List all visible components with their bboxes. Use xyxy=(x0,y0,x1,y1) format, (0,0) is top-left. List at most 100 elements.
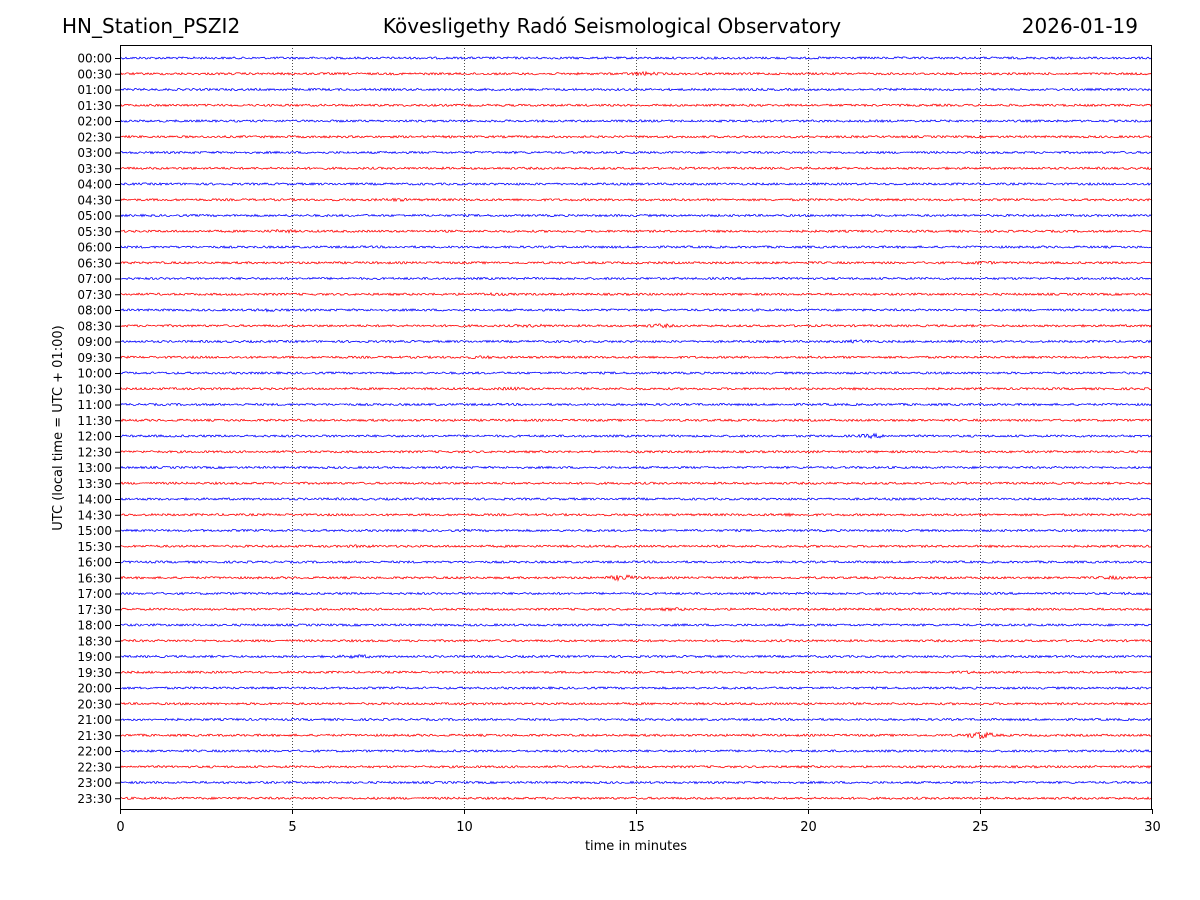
y-tick-label: 00:30 xyxy=(77,67,112,81)
y-tick-label: 11:30 xyxy=(77,414,112,428)
trace-1800 xyxy=(119,623,1153,627)
trace-0600 xyxy=(119,245,1153,250)
trace-0430 xyxy=(119,197,1153,203)
trace-0730 xyxy=(119,291,1153,297)
trace-1100 xyxy=(119,402,1153,407)
y-tick-label: 09:30 xyxy=(77,351,112,365)
trace-1430 xyxy=(119,512,1153,518)
y-tick-label: 15:00 xyxy=(77,524,112,538)
y-tick-label: 17:30 xyxy=(77,603,112,617)
trace-1500 xyxy=(119,528,1153,533)
trace-0900 xyxy=(119,339,1153,344)
y-tick-label: 14:00 xyxy=(77,493,112,507)
y-tick-label: 02:30 xyxy=(77,130,112,144)
y-tick-label: 21:00 xyxy=(77,713,112,727)
trace-2330 xyxy=(119,796,1153,801)
trace-1300 xyxy=(119,465,1153,470)
y-tick-label: 05:00 xyxy=(77,209,112,223)
trace-0100 xyxy=(119,87,1153,92)
trace-2000 xyxy=(119,686,1153,691)
y-tick-label: 13:30 xyxy=(77,477,112,491)
y-tick-label: 00:00 xyxy=(77,52,112,66)
x-tick-label: 5 xyxy=(288,820,296,835)
y-tick-label: 12:00 xyxy=(77,430,112,444)
y-tick-label: 19:00 xyxy=(77,650,112,664)
y-tick-label: 20:00 xyxy=(77,682,112,696)
y-tick-label: 08:30 xyxy=(77,319,112,333)
y-tick-label: 04:30 xyxy=(77,193,112,207)
trace-0700 xyxy=(119,276,1153,281)
trace-2030 xyxy=(119,701,1153,706)
x-tick-label: 30 xyxy=(1144,820,1161,835)
trace-1530 xyxy=(119,544,1153,549)
y-tick-label: 22:00 xyxy=(77,745,112,759)
trace-1200 xyxy=(119,432,1153,440)
trace-0300 xyxy=(119,150,1153,155)
y-tick-label: 12:30 xyxy=(77,445,112,459)
trace-0200 xyxy=(119,119,1153,123)
station-name: HN_Station_PSZI2 xyxy=(62,14,241,38)
plot-frame xyxy=(120,45,1152,810)
y-tick-label: 16:00 xyxy=(77,556,112,570)
date-label: 2026-01-19 xyxy=(1021,14,1138,38)
y-axis-label: UTC (local time = UTC + 01:00) xyxy=(51,325,66,530)
trace-0630 xyxy=(119,260,1153,266)
y-tick-label: 16:30 xyxy=(77,571,112,585)
trace-0130 xyxy=(119,103,1153,108)
trace-2300 xyxy=(119,780,1153,785)
y-tick-label: 01:30 xyxy=(77,99,112,113)
x-tick-label: 25 xyxy=(972,820,989,835)
trace-1600 xyxy=(119,560,1153,564)
x-tick-label: 10 xyxy=(456,820,473,835)
trace-1400 xyxy=(119,497,1153,501)
trace-0400 xyxy=(119,182,1153,186)
trace-0530 xyxy=(119,229,1153,234)
trace-0000 xyxy=(119,56,1153,60)
trace-1830 xyxy=(119,638,1153,643)
x-axis: 0 5 10 15 20 25 30 xyxy=(116,809,1161,835)
y-tick-label: 07:00 xyxy=(77,272,112,286)
trace-1230 xyxy=(119,449,1153,454)
seismogram-traces xyxy=(119,56,1153,801)
trace-1000 xyxy=(119,371,1153,376)
y-tick-label: 06:00 xyxy=(77,241,112,255)
x-axis-label: time in minutes xyxy=(585,839,687,854)
y-tick-label: 03:30 xyxy=(77,162,112,176)
trace-2230 xyxy=(119,764,1153,769)
trace-1900 xyxy=(119,654,1153,659)
trace-0230 xyxy=(119,134,1153,139)
y-tick-label: 11:00 xyxy=(77,398,112,412)
trace-0830 xyxy=(119,323,1153,329)
y-tick-label: 20:30 xyxy=(77,697,112,711)
y-tick-label: 08:00 xyxy=(77,304,112,318)
y-tick-label: 21:30 xyxy=(77,729,112,743)
y-tick-label: 19:30 xyxy=(77,666,112,680)
y-tick-label: 02:00 xyxy=(77,115,112,129)
x-tick-label: 20 xyxy=(800,820,817,835)
y-tick-label: 10:00 xyxy=(77,367,112,381)
y-tick-label: 06:30 xyxy=(77,256,112,270)
y-tick-label: 05:30 xyxy=(77,225,112,239)
y-tick-label: 18:30 xyxy=(77,634,112,648)
y-tick-label: 13:00 xyxy=(77,461,112,475)
trace-1330 xyxy=(119,481,1153,486)
trace-1930 xyxy=(119,670,1153,675)
y-tick-label: 17:00 xyxy=(77,587,112,601)
grid-lines xyxy=(292,45,981,809)
trace-2100 xyxy=(119,717,1153,722)
observatory-title: Kövesligethy Radó Seismological Observat… xyxy=(382,14,842,38)
trace-0500 xyxy=(119,213,1153,218)
y-tick-label: 15:30 xyxy=(77,540,112,554)
trace-0330 xyxy=(119,166,1153,171)
trace-1730 xyxy=(119,607,1153,612)
y-tick-label: 03:00 xyxy=(77,146,112,160)
y-tick-label: 07:30 xyxy=(77,288,112,302)
y-tick-label: 10:30 xyxy=(77,382,112,396)
trace-0930 xyxy=(119,355,1153,360)
trace-1700 xyxy=(119,591,1153,596)
trace-0800 xyxy=(119,308,1153,313)
y-tick-label: 14:30 xyxy=(77,508,112,522)
y-tick-label: 23:00 xyxy=(77,776,112,790)
